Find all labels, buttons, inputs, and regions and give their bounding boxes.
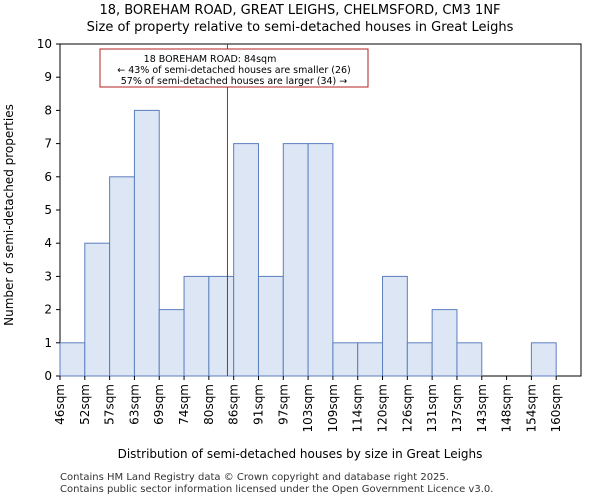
x-tick-label: 97sqm [276,384,290,425]
bar-86sqm [233,143,259,377]
x-tick-label: 120sqm [376,384,390,432]
x-tick-label: 103sqm [301,384,315,432]
x-tick-label: 148sqm [500,384,514,432]
bar-63sqm [133,109,160,377]
annotation-line-3: 57% of semi-detached houses are larger (… [121,76,348,87]
footer-licence: Contains public sector information licen… [60,484,494,495]
annotation-line-1: 18 BOREHAM ROAD: 84sqm [144,54,277,65]
x-tick-label: 46sqm [53,384,67,425]
y-tick-label: 6 [44,170,52,184]
x-tick-label: 126sqm [400,384,414,432]
x-tick-label: 80sqm [202,384,216,425]
x-tick-label: 154sqm [524,384,538,432]
bar-131sqm [431,309,458,377]
bar-103sqm [307,143,334,377]
y-tick-label: 10 [37,37,52,51]
annotation-frame [99,48,369,88]
x-tick-label: 160sqm [549,384,563,432]
x-tick-label: 143sqm [475,384,489,432]
x-axis-label: Distribution of semi-detached houses by … [118,447,483,461]
annotation-box: 18 BOREHAM ROAD: 84sqm ← 43% of semi-det… [99,48,369,88]
footer-copyright: Contains HM Land Registry data © Crown c… [60,472,449,483]
bar-154sqm [530,342,557,377]
y-axis-label: Number of semi-detached properties [2,104,16,326]
chart-title-line1: 18, BOREHAM ROAD, GREAT LEIGHS, CHELMSFO… [99,3,501,18]
y-tick-label: 9 [44,70,52,84]
bar-52sqm [84,242,111,377]
y-tick-label: 8 [44,103,52,117]
x-tick-label: 69sqm [152,384,166,425]
x-tick-label: 91sqm [251,384,265,425]
x-tick-label: 57sqm [103,384,117,425]
bar-137sqm [456,342,483,377]
chart-title-line2: Size of property relative to semi-detach… [86,20,514,35]
x-tick-label: 86sqm [227,384,241,425]
x-tick-label: 74sqm [177,384,191,425]
bar-114sqm [357,342,384,377]
x-tick-label: 63sqm [127,384,141,425]
y-tick-label: 3 [44,269,52,283]
bar-69sqm [158,309,185,377]
bar-97sqm [282,143,309,377]
bar-80sqm [208,275,235,377]
bar-57sqm [109,176,135,377]
x-tick-label: 131sqm [425,384,439,432]
bar-126sqm [406,342,433,377]
bar-74sqm [183,275,210,377]
bar-120sqm [382,275,408,377]
y-tick-label: 2 [44,303,52,317]
y-tick-label: 4 [44,236,52,250]
x-tick-label: 52sqm [78,384,92,425]
bar-46sqm [59,342,86,377]
bar-109sqm [332,342,359,377]
annotation-line-2: ← 43% of semi-detached houses are smalle… [117,65,351,76]
y-tick-label: 7 [44,137,52,151]
x-tick-label: 109sqm [326,384,340,432]
y-tick-label: 0 [44,369,52,383]
x-tick-label: 137sqm [450,384,464,432]
x-tick-label: 114sqm [351,384,365,432]
y-tick-label: 1 [44,336,52,350]
bar-91sqm [257,275,284,377]
y-tick-label: 5 [44,203,52,217]
